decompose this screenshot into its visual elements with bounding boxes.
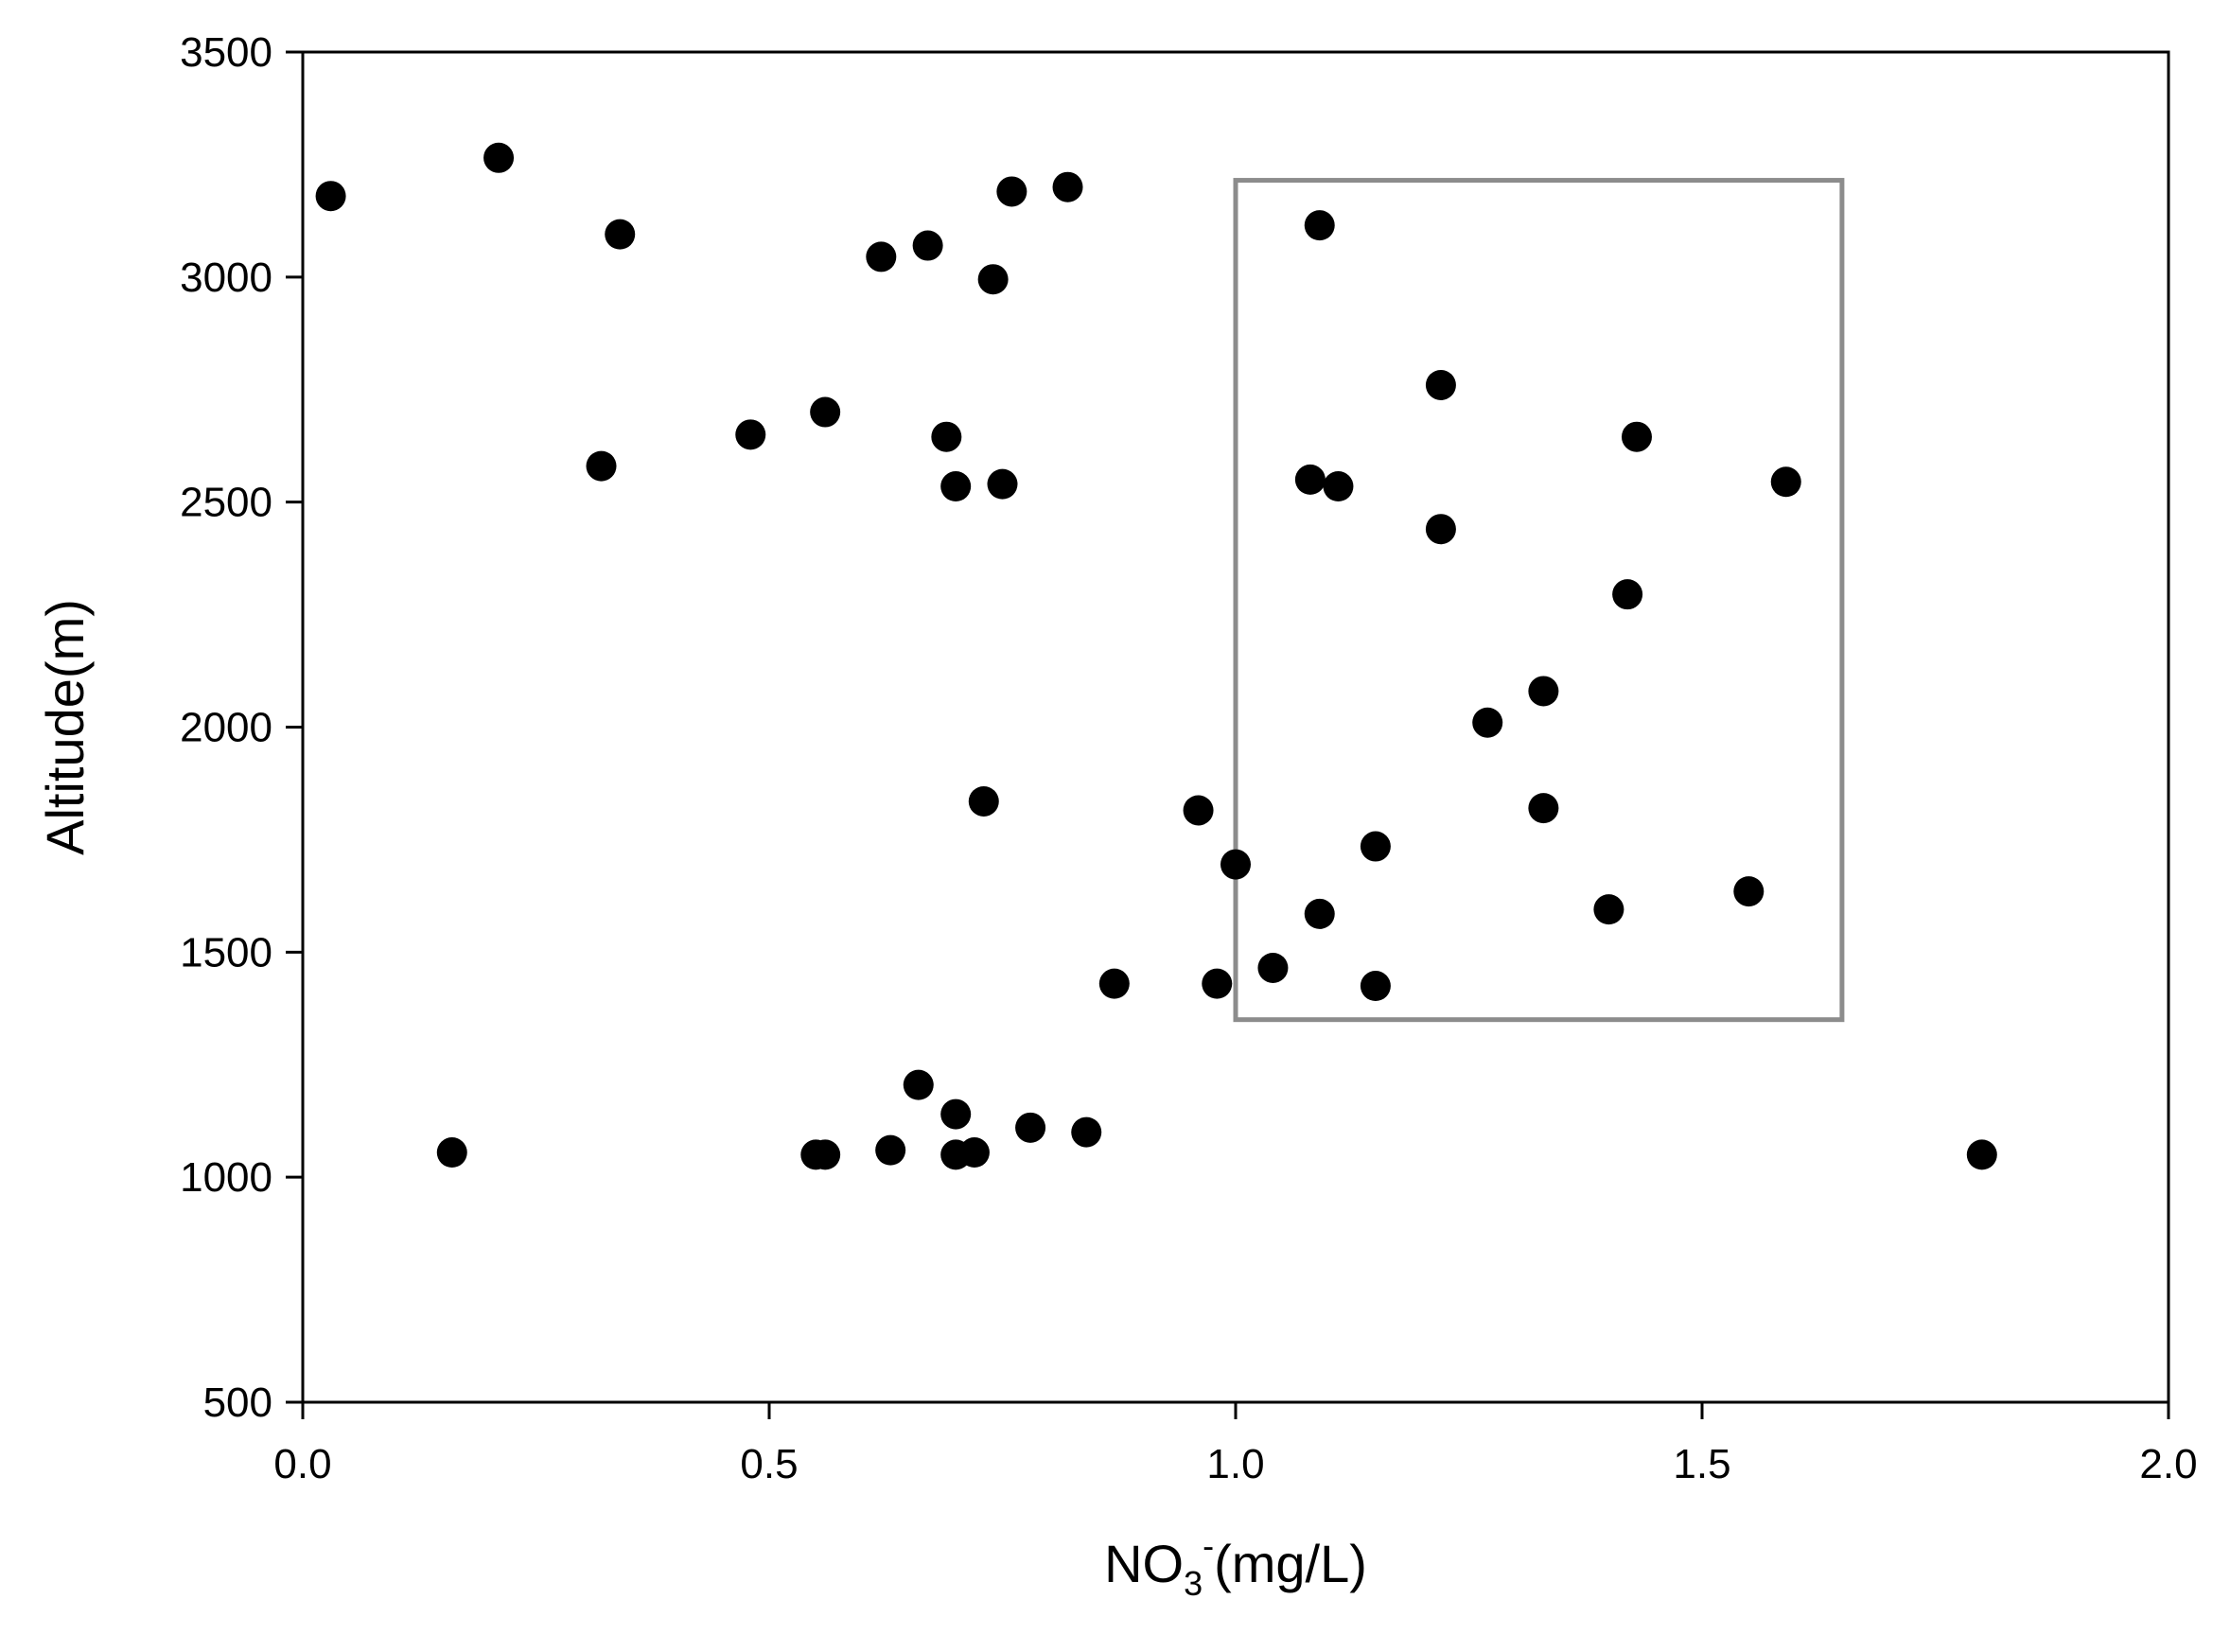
data-point	[968, 785, 999, 817]
x-axis-title-base: NO	[1104, 1534, 1184, 1593]
y-tick-label: 1000	[180, 1154, 272, 1201]
data-point	[315, 181, 346, 212]
x-axis-title-rest: (mg/L)	[1214, 1534, 1367, 1593]
y-axis-title: Altitude(m)	[35, 599, 95, 855]
data-point	[1294, 464, 1326, 495]
x-tick-label: 0.0	[273, 1441, 331, 1487]
data-point	[1360, 831, 1391, 862]
x-tick-label: 1.5	[1673, 1441, 1730, 1487]
data-point	[958, 1137, 990, 1169]
data-point	[1202, 968, 1233, 999]
data-point	[912, 230, 943, 261]
data-point	[436, 1137, 467, 1169]
data-point	[1425, 514, 1456, 545]
data-point	[977, 264, 1009, 295]
data-point	[605, 219, 636, 250]
highlight-layer	[1233, 178, 1845, 1023]
data-point	[735, 419, 766, 450]
data-point	[1220, 849, 1251, 880]
y-tick-label: 2500	[180, 480, 272, 526]
highlight-box	[1233, 178, 1845, 1023]
data-point	[1183, 795, 1214, 826]
data-point	[586, 450, 617, 482]
x-axis-title-sup: -	[1203, 1526, 1214, 1565]
y-axis-ticks: 500 1000 1500 2000 2500 3000 3500	[180, 29, 303, 1426]
x-tick-label: 0.5	[740, 1441, 798, 1487]
y-tick-label: 3000	[180, 255, 272, 301]
data-point	[940, 1098, 972, 1130]
data-point	[810, 396, 841, 428]
data-point	[931, 421, 962, 452]
data-point	[903, 1069, 934, 1100]
data-point	[1360, 971, 1391, 1002]
data-point	[875, 1134, 906, 1166]
data-point	[483, 142, 515, 173]
data-point	[1966, 1139, 1997, 1170]
data-point	[987, 468, 1018, 500]
data-point	[1323, 471, 1354, 502]
data-point	[1304, 210, 1335, 241]
data-point	[1770, 466, 1801, 498]
data-point	[1528, 793, 1559, 824]
data-point	[1304, 898, 1335, 929]
x-tick-label: 2.0	[2139, 1441, 2197, 1487]
data-point	[1593, 894, 1624, 925]
data-point	[1098, 968, 1130, 999]
data-point	[1071, 1116, 1102, 1148]
data-point	[1425, 369, 1456, 400]
points-layer	[315, 142, 1997, 1170]
data-point	[1472, 707, 1503, 738]
data-point	[1621, 421, 1652, 452]
y-tick-label: 2000	[180, 705, 272, 751]
x-axis-title: NO3-(mg/L)	[1104, 1526, 1367, 1603]
data-point	[1015, 1112, 1046, 1143]
data-point	[1257, 952, 1289, 983]
y-tick-label: 1500	[180, 929, 272, 975]
data-point	[1733, 876, 1765, 907]
data-point	[1052, 171, 1083, 202]
x-axis-title-sub: 3	[1184, 1564, 1203, 1603]
data-point	[810, 1139, 841, 1170]
data-point	[996, 176, 1027, 207]
x-tick-label: 1.0	[1206, 1441, 1264, 1487]
y-tick-label: 500	[203, 1380, 272, 1426]
data-point	[940, 471, 972, 502]
data-point	[866, 241, 897, 272]
data-point	[1612, 579, 1643, 610]
data-point	[1528, 676, 1559, 707]
y-tick-label: 3500	[180, 29, 272, 76]
x-axis-ticks: 0.0 0.5 1.0 1.5 2.0	[273, 1402, 2198, 1487]
